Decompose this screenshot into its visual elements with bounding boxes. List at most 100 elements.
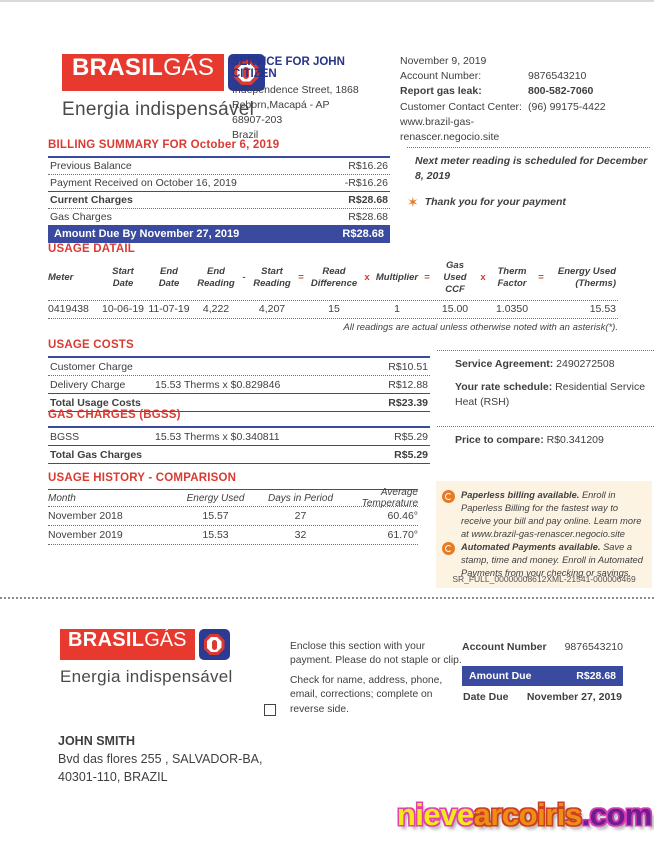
recipient-city: 40301-110, BRAZIL	[58, 770, 168, 785]
days-value: 32	[294, 529, 307, 541]
operator: -	[242, 272, 246, 284]
energy-used-value: 15.53	[202, 529, 229, 541]
usage-history-title: USAGE HISTORY - COMPARISON	[48, 472, 237, 484]
total-value: R$23.39	[388, 396, 428, 409]
row-label: Previous Balance	[50, 160, 132, 172]
cost-row: Delivery Charge 15.53 Therms x $0.829846…	[48, 376, 430, 394]
row-label: Gas Charges	[50, 211, 112, 223]
amount-due-label: Amount Due	[469, 670, 532, 682]
rate-schedule-label: Your rate schedule:	[455, 381, 553, 394]
col-header: Energy Used	[186, 492, 245, 504]
brasilgas-emblem-icon	[198, 629, 230, 660]
amount-due-value: R$28.68	[342, 228, 384, 240]
bill-date: November 9, 2019	[400, 55, 487, 67]
gas-charges-section: GAS CHARGES (BGSS) BGSS 15.53 Therms x $…	[48, 409, 430, 464]
row-value: R$28.68	[348, 194, 388, 206]
enclose-text: Enclose this section with your payment. …	[290, 641, 462, 667]
address-change-checkbox[interactable]	[264, 704, 276, 716]
watermark-part3: .com	[581, 797, 653, 832]
row-label: Customer Charge	[50, 360, 133, 373]
operator: x	[480, 272, 486, 284]
recipient-name: JOHN SMITH	[58, 734, 136, 748]
date-due-row: Date Due November 27, 2019	[462, 691, 623, 703]
end-date-value: 11-07-19	[148, 303, 190, 316]
service-address-line: 68907-203	[232, 113, 283, 126]
total-label: Total Gas Charges	[50, 448, 142, 461]
col-header: Gas Used CCF	[443, 260, 467, 295]
watermark-part2: arcoiris	[473, 797, 583, 832]
service-agreement-label: Service Agreement:	[455, 358, 554, 370]
row-detail: 15.53 Therms x $0.340811	[155, 430, 280, 443]
billing-summary-title: BILLING SUMMARY FOR October 6, 2019	[48, 139, 280, 151]
account-info-block: November 9, 2019 Account Number: 9876543…	[400, 54, 652, 145]
brand-name-bold: BRASIL	[68, 629, 145, 651]
watermark: nievearcoiris.com	[396, 797, 653, 833]
start-reading-value: 4,207	[258, 303, 286, 316]
row-detail: 15.53 Therms x $0.829846	[155, 378, 281, 391]
contact-center-label: Customer Contact Center:	[400, 100, 522, 113]
website-link[interactable]: www.brazil-gas-renascer.negocio.site	[400, 115, 500, 144]
usage-history-header: Month Energy Used Days in Period Average…	[48, 487, 418, 509]
avg-temp-value: 60.46°	[387, 510, 418, 522]
brand-logo-box: BRASIL GÁS	[60, 629, 195, 660]
brand-logo-box: BRASIL GÁS	[62, 54, 224, 91]
price-compare-label: Price to compare:	[455, 434, 544, 446]
total-row: Total Usage Costs R$23.39	[48, 394, 430, 412]
amount-due-bar: Amount Due R$28.68	[462, 666, 623, 686]
month-value: November 2018	[48, 510, 123, 522]
account-number-label: Account Number	[462, 641, 547, 653]
energy-used-value: 15.53	[589, 303, 616, 316]
service-address-line: Brazil	[232, 128, 259, 141]
contact-center-number: (96) 99175-4422	[528, 100, 606, 113]
service-address-block: SERVICE FOR JOHN CITIZEN Independence St…	[232, 56, 392, 143]
usage-costs-table: Customer Charge R$10.51 Delivery Charge …	[48, 356, 430, 412]
multiplier-value: 1	[394, 303, 400, 316]
total-label: Total Usage Costs	[50, 396, 141, 409]
promos-panel: Paperless billing available. Enroll in P…	[436, 481, 652, 589]
promo-text: Enroll in Paperless Billing for the fast…	[461, 490, 642, 540]
total-value: R$5.29	[394, 448, 428, 461]
thank-you-text: Thank you for your payment	[424, 196, 566, 209]
therm-factor-value: 1.0350	[495, 303, 529, 316]
days-value: 27	[294, 510, 307, 522]
usage-detail-row: 0419438 10-06-19 11-07-19 4,222 4,207 15…	[48, 301, 618, 319]
usage-costs-title: USAGE COSTS	[48, 339, 134, 351]
col-header: Month	[48, 492, 76, 504]
col-header: Average Temperature	[361, 487, 418, 509]
row-value: R$5.29	[394, 430, 428, 443]
account-number-label: Account Number:	[400, 70, 482, 83]
automated-payments-item: Automated Payments available. Save a sta…	[442, 541, 644, 580]
col-header: Start Date	[112, 265, 134, 289]
brand-name-light: GÁS	[144, 629, 187, 651]
billing-summary-table: Previous Balance R$16.26 Payment Receive…	[48, 156, 390, 243]
col-header: Energy Used (Therms)	[557, 265, 616, 289]
operator: x	[364, 272, 370, 284]
row-value: R$12.88	[388, 378, 428, 391]
billing-row: Payment Received on October 16, 2019 -R$…	[48, 175, 390, 192]
service-address-line: Independence Street, 1868	[232, 84, 359, 96]
col-header: Start Reading	[253, 265, 291, 289]
paperless-billing-item: Paperless billing available. Enroll in P…	[442, 489, 644, 541]
service-for-title: SERVICE FOR JOHN CITIZEN	[232, 56, 345, 80]
col-header: Meter	[48, 271, 74, 283]
gas-used-value: 15.00	[441, 303, 469, 316]
operator: =	[424, 272, 430, 284]
cost-row: BGSS 15.53 Therms x $0.340811 R$5.29	[48, 428, 430, 446]
total-row: Total Gas Charges R$5.29	[48, 446, 430, 464]
account-number-value: 9876543210	[528, 70, 587, 83]
brand-name-bold: BRASIL	[72, 54, 164, 81]
watermark-part1: nieve	[396, 797, 474, 832]
top-border-line	[0, 0, 654, 2]
operator: =	[538, 272, 544, 284]
enroll-icon	[442, 542, 455, 556]
row-label: BGSS	[50, 430, 80, 443]
service-agreement-value: 2490272508	[556, 358, 615, 370]
end-reading-value: 4,222	[202, 303, 230, 316]
usage-history-row: November 2019 15.53 32 61.70°	[48, 526, 418, 545]
account-number-value: 9876543210	[564, 641, 623, 653]
star-icon: ✶	[407, 194, 419, 211]
service-address-line: Reborn,Macapá - AP	[232, 98, 330, 111]
promo-lead: Paperless billing available.	[461, 490, 580, 500]
brand-logo-stub: BRASIL GÁS Energia indispensável	[60, 629, 233, 687]
